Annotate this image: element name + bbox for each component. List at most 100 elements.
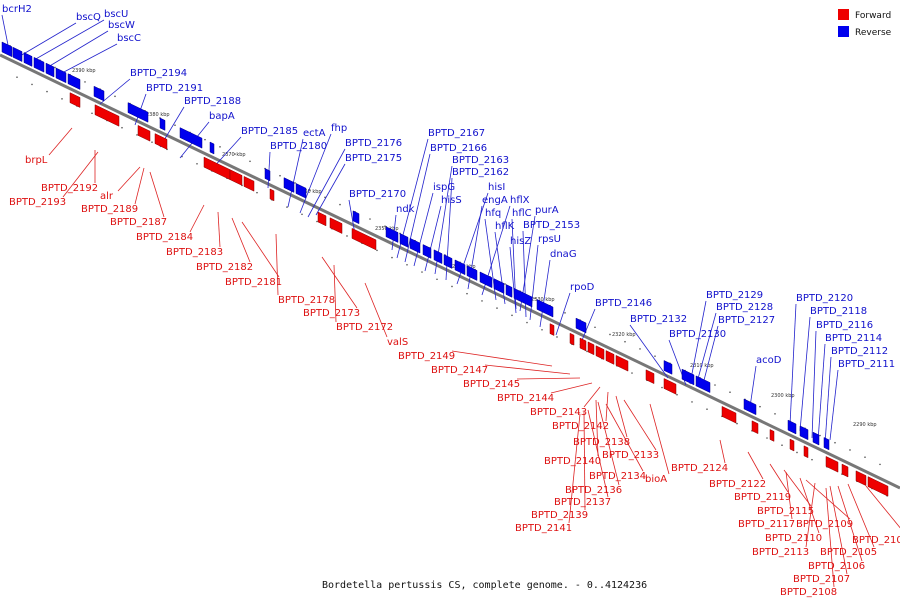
gene-label[interactable]: BPTD_2128 [716, 302, 773, 313]
gene-label[interactable]: BPTD_2194 [130, 68, 187, 79]
gene-label[interactable]: BPTD_2107 [793, 574, 850, 585]
gene-label[interactable]: BPTD_2118 [810, 306, 867, 317]
gene-label[interactable]: bscW [108, 20, 135, 31]
gene-label[interactable]: BPTD_2119 [734, 492, 791, 503]
gene-label[interactable]: BPTD_2124 [671, 463, 728, 474]
gene-label[interactable]: BPTD_2163 [452, 155, 509, 166]
gene-label[interactable]: BPTD_2144 [497, 393, 554, 404]
gene-label[interactable]: BPTD_2184 [136, 232, 193, 243]
scale-dot [534, 297, 536, 300]
gene-label[interactable]: BPTD_2166 [430, 143, 487, 154]
gene-label[interactable]: BPTD_2146 [595, 298, 652, 309]
gene-label[interactable]: BPTD_2178 [278, 295, 335, 306]
gene-label[interactable]: BPTD_2136 [565, 485, 622, 496]
gene-label[interactable]: BPTD_2175 [345, 153, 402, 164]
gene-label[interactable]: BPTD_2106 [808, 561, 865, 572]
gene-label[interactable]: BPTD_2192 [41, 183, 98, 194]
forward-gene [663, 378, 677, 395]
gene-label[interactable]: bapA [209, 111, 235, 122]
gene-label[interactable]: BPTD_2115 [757, 506, 814, 517]
gene-label[interactable]: BPTD_2167 [428, 128, 485, 139]
gene-label[interactable]: bscU [104, 9, 128, 20]
gene-label[interactable]: rpoD [570, 282, 595, 293]
gene-label[interactable]: bscQ [76, 12, 101, 23]
gene-label[interactable]: purA [535, 205, 559, 216]
gene-label[interactable]: BPTD_2187 [110, 217, 167, 228]
gene-label[interactable]: BPTD_2185 [241, 126, 298, 137]
gene-label[interactable]: BPTD_2191 [146, 83, 203, 94]
gene-label[interactable]: BPTD_2193 [9, 197, 66, 208]
reverse-gene [812, 431, 820, 446]
gene-label[interactable]: fhp [331, 123, 347, 134]
gene-label[interactable]: BPTD_2110 [765, 533, 822, 544]
gene-label[interactable]: bcrH2 [2, 4, 32, 15]
gene-label[interactable]: BPTD_2112 [831, 346, 888, 357]
gene-label[interactable]: BPTD_2129 [706, 290, 763, 301]
reverse-gene [422, 244, 432, 259]
gene-label[interactable]: BPTD_2137 [554, 497, 611, 508]
gene-label[interactable]: BPTD_2172 [336, 322, 393, 333]
gene-label[interactable]: dnaG [550, 249, 577, 260]
gene-label[interactable]: BPTD_2130 [669, 329, 726, 340]
gene-label[interactable]: BPTD_2153 [523, 220, 580, 231]
gene-label[interactable]: BPTD_2149 [398, 351, 455, 362]
scale-dot [496, 307, 498, 309]
gene-label[interactable]: BPTD_2117 [738, 519, 795, 530]
leader-line [275, 233, 279, 296]
gene-label[interactable]: hisI [488, 182, 505, 193]
gene-label[interactable]: BPTD_2173 [303, 308, 360, 319]
gene-label[interactable]: BPTD_2120 [796, 293, 853, 304]
gene-label[interactable]: BPTD_2127 [718, 315, 775, 326]
gene-label[interactable]: BPTD_2138 [573, 437, 630, 448]
leader-line [824, 356, 832, 445]
gene-label[interactable]: hisZ [510, 236, 531, 247]
gene-label[interactable]: hflC [512, 208, 532, 219]
gene-label[interactable]: BPTD_2140 [544, 456, 601, 467]
gene-label[interactable]: BPTD_2116 [816, 320, 873, 331]
gene-label[interactable]: ectA [303, 128, 326, 139]
gene-label[interactable]: BPTD_2170 [349, 189, 406, 200]
gene-label[interactable]: BPTD_2139 [531, 510, 588, 521]
gene-label[interactable]: alr [100, 191, 114, 202]
gene-label[interactable]: BPTD_2142 [552, 421, 609, 432]
gene-label[interactable]: BPTD_2181 [225, 277, 282, 288]
scale-dot [639, 348, 641, 350]
gene-label[interactable]: BPTD_2109 [796, 519, 853, 530]
map-caption: Bordetella pertussis CS, complete genome… [322, 580, 647, 591]
gene-label[interactable]: acoD [756, 355, 782, 366]
gene-label[interactable]: BPTD_2162 [452, 167, 509, 178]
gene-label[interactable]: BPTD_2188 [184, 96, 241, 107]
gene-label[interactable]: BPTD_2189 [81, 204, 138, 215]
gene-label[interactable]: BPTD_2104 [852, 535, 900, 546]
gene-label[interactable]: hflK [495, 221, 515, 232]
reverse-gene [536, 298, 554, 318]
gene-label[interactable]: BPTD_2176 [345, 138, 402, 149]
gene-label[interactable]: BPTD_2134 [589, 471, 646, 482]
gene-label[interactable]: ispG [433, 182, 455, 193]
gene-label[interactable]: valS [387, 337, 408, 348]
gene-label[interactable]: BPTD_2183 [166, 247, 223, 258]
gene-label[interactable]: bioA [645, 474, 667, 485]
gene-label[interactable]: engA [482, 195, 508, 206]
gene-label[interactable]: BPTD_2145 [463, 379, 520, 390]
gene-label[interactable]: BPTD_2108 [780, 587, 837, 598]
gene-label[interactable]: BPTD_2141 [515, 523, 572, 534]
gene-label[interactable]: BPTD_2143 [530, 407, 587, 418]
gene-label[interactable]: BPTD_2132 [630, 314, 687, 325]
gene-label[interactable]: BPTD_2122 [709, 479, 766, 490]
gene-label[interactable]: BPTD_2180 [270, 141, 327, 152]
gene-label[interactable]: hfq [485, 208, 501, 219]
gene-label[interactable]: BPTD_2114 [825, 333, 882, 344]
gene-label[interactable]: brpL [25, 155, 48, 166]
gene-label[interactable]: hisS [441, 195, 462, 206]
gene-label[interactable]: BPTD_2105 [820, 547, 877, 558]
gene-label[interactable]: BPTD_2133 [602, 450, 659, 461]
gene-label[interactable]: BPTD_2111 [838, 359, 895, 370]
gene-label[interactable]: bscC [117, 33, 141, 44]
gene-label[interactable]: BPTD_2113 [752, 547, 809, 558]
gene-label[interactable]: hflX [510, 195, 530, 206]
gene-label[interactable]: BPTD_2147 [431, 365, 488, 376]
gene-label[interactable]: rpsU [538, 234, 561, 245]
gene-label[interactable]: BPTD_2182 [196, 262, 253, 273]
gene-label[interactable]: ndk [396, 204, 415, 215]
